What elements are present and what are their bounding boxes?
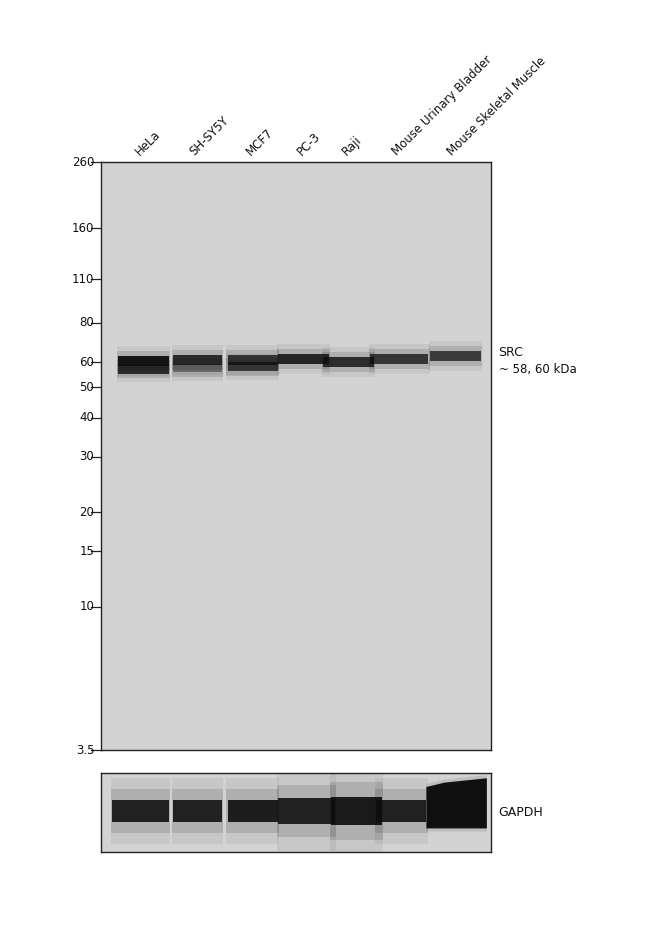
Bar: [172, 359, 223, 377]
Text: 30: 30: [79, 450, 94, 463]
Bar: [173, 355, 222, 365]
Bar: [278, 798, 335, 824]
Bar: [111, 789, 170, 833]
Bar: [277, 771, 336, 851]
Text: 260: 260: [72, 156, 94, 169]
Bar: [226, 358, 280, 376]
Bar: [111, 778, 170, 845]
Text: 110: 110: [72, 273, 94, 286]
Bar: [374, 778, 428, 845]
Text: 10: 10: [79, 600, 94, 613]
Bar: [118, 357, 169, 366]
Bar: [277, 344, 330, 374]
Bar: [117, 360, 170, 378]
Text: 40: 40: [79, 411, 94, 424]
Text: SRC: SRC: [499, 346, 523, 359]
Text: 3.5: 3.5: [76, 744, 94, 757]
Polygon shape: [426, 775, 487, 832]
Text: 50: 50: [79, 381, 94, 394]
Bar: [374, 789, 428, 833]
Bar: [227, 355, 278, 365]
Bar: [227, 800, 278, 822]
Bar: [322, 347, 375, 377]
Text: ~ 58, 60 kDa: ~ 58, 60 kDa: [499, 363, 577, 376]
Bar: [172, 355, 223, 382]
Text: 15: 15: [79, 544, 94, 557]
Text: HeLa: HeLa: [133, 128, 162, 158]
Bar: [226, 778, 280, 845]
Bar: [172, 350, 223, 369]
Bar: [330, 768, 383, 854]
Text: Mouse Urinary Bladder: Mouse Urinary Bladder: [390, 54, 495, 158]
Bar: [226, 345, 280, 375]
Bar: [172, 345, 223, 375]
Bar: [369, 344, 430, 374]
Text: SH-SY5Y: SH-SY5Y: [187, 114, 231, 158]
Bar: [323, 357, 374, 368]
Bar: [117, 351, 170, 371]
Bar: [277, 349, 330, 369]
Bar: [117, 356, 170, 382]
Bar: [226, 350, 280, 369]
Bar: [370, 354, 428, 364]
Text: 160: 160: [72, 222, 94, 235]
Text: 20: 20: [79, 506, 94, 519]
Bar: [226, 354, 280, 380]
Text: Mouse Skeletal Muscle: Mouse Skeletal Muscle: [445, 55, 548, 158]
Bar: [172, 778, 223, 845]
Bar: [277, 784, 336, 837]
Text: PC-3: PC-3: [294, 130, 322, 158]
Bar: [173, 800, 222, 822]
Bar: [429, 341, 482, 370]
Bar: [118, 365, 169, 373]
Bar: [430, 351, 481, 360]
Polygon shape: [426, 778, 487, 829]
Bar: [173, 364, 222, 372]
Text: 80: 80: [79, 317, 94, 330]
Bar: [112, 800, 169, 822]
Text: MCF7: MCF7: [244, 126, 276, 158]
Bar: [330, 782, 383, 840]
Bar: [278, 354, 329, 364]
Bar: [331, 796, 382, 825]
Bar: [172, 789, 223, 833]
Bar: [226, 789, 280, 833]
Bar: [429, 345, 482, 366]
Text: 60: 60: [79, 356, 94, 369]
Bar: [117, 346, 170, 376]
Bar: [227, 362, 278, 371]
Bar: [322, 352, 375, 372]
Text: GAPDH: GAPDH: [499, 806, 543, 820]
Bar: [369, 349, 430, 369]
Bar: [376, 800, 426, 822]
Text: Raji: Raji: [339, 133, 364, 158]
